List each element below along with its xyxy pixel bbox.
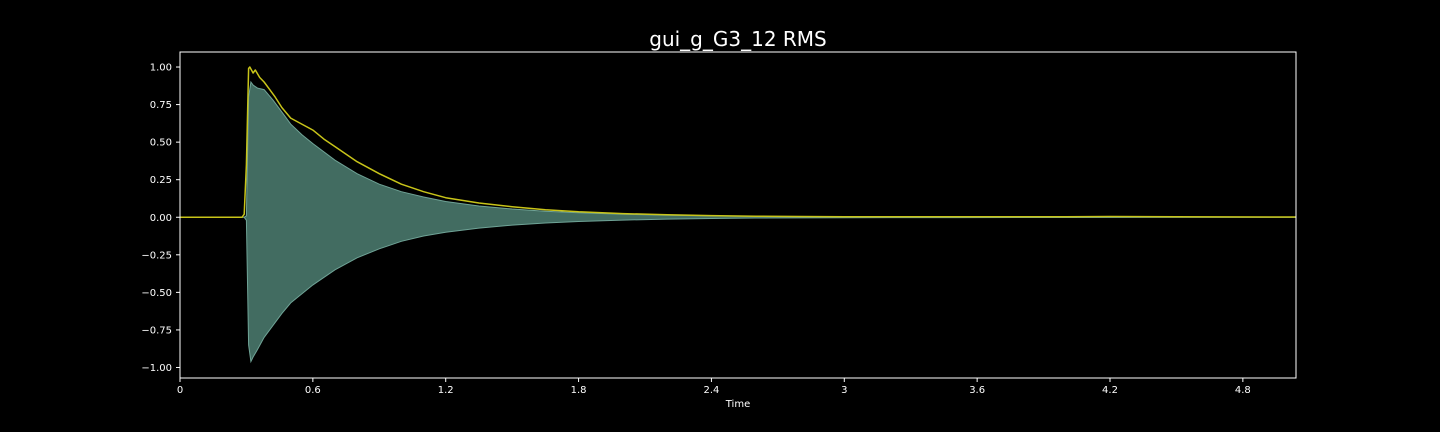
y-tick-label: −0.75 xyxy=(141,325,172,336)
y-tick-label: 0.75 xyxy=(150,100,172,111)
x-tick-label: 4.8 xyxy=(1235,385,1251,396)
y-tick-label: 0.25 xyxy=(150,175,172,186)
x-tick-label: 1.2 xyxy=(438,385,454,396)
y-tick-label: 0.50 xyxy=(150,138,172,149)
axes-frame xyxy=(179,51,1297,379)
rms-line xyxy=(180,66,1297,219)
x-tick-label: 3 xyxy=(841,385,847,396)
x-tick-label: 3.6 xyxy=(969,385,985,396)
y-tick-label: −0.50 xyxy=(141,288,172,299)
y-tick-label: 0.00 xyxy=(150,213,172,224)
x-axis: 0 0.6 1.2 1.8 2.4 3 3.6 4.2 4.8 xyxy=(177,378,1251,396)
chart-title: gui_g_G3_12 RMS xyxy=(649,27,827,51)
y-axis: 1.00 0.75 0.50 0.25 0.00 −0.25 −0.50 −0.75 −1.00 xyxy=(141,63,180,374)
x-tick-label: 0.6 xyxy=(305,385,321,396)
y-tick-label: 1.00 xyxy=(150,63,172,74)
x-tick-label: 0 xyxy=(177,385,183,396)
y-tick-label: −0.25 xyxy=(141,250,172,261)
x-tick-label: 4.2 xyxy=(1102,385,1118,396)
x-tick-label: 2.4 xyxy=(703,385,719,396)
x-axis-label: Time xyxy=(725,399,750,410)
x-tick-label: 1.8 xyxy=(571,385,587,396)
y-tick-label: −1.00 xyxy=(141,363,172,374)
